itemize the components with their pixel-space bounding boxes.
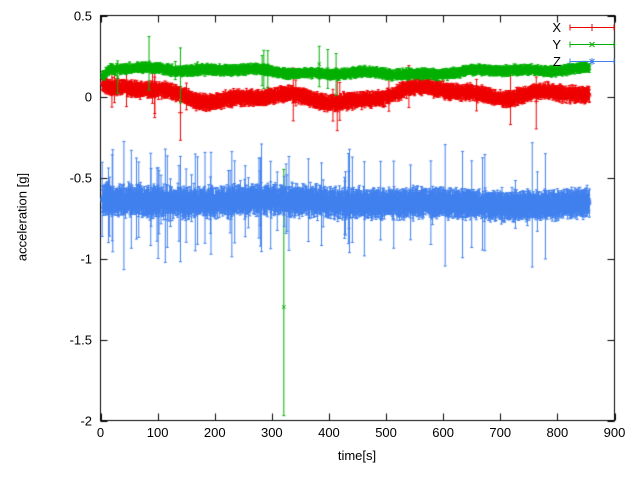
legend-label: Z [553, 54, 561, 69]
y-tick-label: -0.5 [69, 170, 92, 185]
legend-row: Y [552, 37, 616, 52]
x-tick-label: 800 [546, 425, 569, 440]
legend-label: Y [552, 37, 561, 52]
legend-row: X [552, 20, 616, 35]
x-tick-label: 0 [96, 425, 105, 440]
legend-sample-z-icon [569, 58, 615, 65]
y-tick-label: 0.5 [73, 8, 92, 23]
legend-row: Z [552, 54, 616, 69]
x-tick-label: 700 [489, 425, 512, 440]
legend-sample-x-icon [569, 24, 615, 31]
x-tick-label: 900 [603, 425, 626, 440]
legend-sample-y-icon [569, 41, 615, 48]
x-tick-label: 300 [260, 425, 283, 440]
x-tick-label: 200 [203, 425, 226, 440]
x-tick-label: 400 [318, 425, 340, 440]
x-tick-label: 100 [146, 425, 169, 440]
x-tick-label: 600 [432, 425, 455, 440]
y-tick-label: -1.5 [69, 332, 92, 347]
x-axis-title: time[s] [337, 448, 377, 463]
x-tick-label: 500 [375, 425, 397, 440]
y-tick-label: -2 [80, 413, 92, 428]
legend-label: X [552, 20, 561, 35]
y-tick-label: 0 [84, 89, 92, 104]
y-tick-label: -1 [80, 251, 92, 266]
y-axis-title: acceleration [g] [14, 172, 30, 262]
